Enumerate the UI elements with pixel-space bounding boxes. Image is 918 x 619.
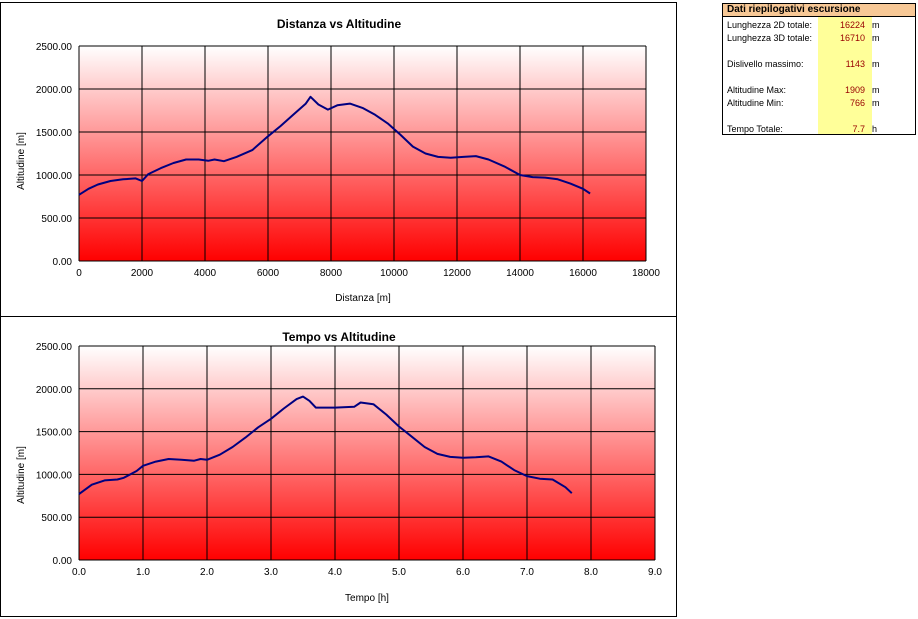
chart-title: Tempo vs Altitudine <box>282 330 396 344</box>
summary-value: 16224 <box>839 20 865 30</box>
y-tick-label: 2000.00 <box>36 385 73 396</box>
summary-table: Dati riepilogativi escursione Lunghezza … <box>722 3 916 135</box>
x-tick-label: 8.0 <box>584 567 598 578</box>
y-tick-label: 0.00 <box>53 556 73 567</box>
x-tick-label: 14000 <box>506 268 534 279</box>
summary-value: 1909 <box>844 85 865 95</box>
summary-unit: m <box>872 20 880 30</box>
chart-distance: Distanza vs Altitudine Distanza [m] Alti… <box>16 17 660 304</box>
x-tick-label: 0.0 <box>72 567 86 578</box>
y-axis-label: Altitudine [m] <box>16 446 27 504</box>
summary-row-altitude-min: Altitudine Min: 766 m <box>723 97 915 110</box>
x-tick-label: 3.0 <box>264 567 278 578</box>
chart-distance-frame: Distanza vs Altitudine Distanza [m] Alti… <box>0 2 677 317</box>
x-tick-label: 4000 <box>194 268 217 279</box>
y-tick-label: 1500.00 <box>36 128 73 139</box>
chart-time-frame: Tempo vs Altitudine Tempo [h] Altitudine… <box>0 316 677 617</box>
summary-label: Lunghezza 3D totale: <box>727 33 813 43</box>
summary-row-elevation-gain: Dislivello massimo: 1143 m <box>723 58 915 71</box>
summary-value: 16710 <box>839 33 865 43</box>
x-tick-label: 18000 <box>632 268 660 279</box>
x-tick-label: 12000 <box>443 268 471 279</box>
x-axis-label: Tempo [h] <box>345 593 389 604</box>
x-tick-label: 6000 <box>257 268 280 279</box>
y-tick-label: 500.00 <box>41 214 72 225</box>
summary-unit: m <box>872 33 880 43</box>
series-line <box>78 95 591 196</box>
x-tick-label: 2.0 <box>200 567 214 578</box>
x-tick-label: 4.0 <box>328 567 342 578</box>
y-tick-label: 0.00 <box>53 257 73 268</box>
y-axis-label: Altitudine [m] <box>16 132 27 190</box>
x-tick-label: 7.0 <box>520 567 534 578</box>
summary-row-length-3d: Lunghezza 3D totale: 16710 m <box>723 32 915 45</box>
x-tick-label: 0 <box>76 268 82 279</box>
y-tick-label: 2500.00 <box>36 342 73 353</box>
x-axis-label: Distanza [m] <box>335 293 391 304</box>
x-tick-label: 16000 <box>569 268 597 279</box>
summary-label: Tempo Totale: <box>727 124 783 134</box>
summary-label: Altitudine Min: <box>727 98 784 108</box>
y-tick-label: 2000.00 <box>36 85 73 96</box>
summary-value: 766 <box>849 98 865 108</box>
x-tick-label: 10000 <box>380 268 408 279</box>
summary-label: Altitudine Max: <box>727 85 787 95</box>
summary-unit: m <box>872 85 880 95</box>
x-tick-label: 1.0 <box>136 567 150 578</box>
plot-area <box>79 346 655 560</box>
summary-title: Dati riepilogativi escursione <box>723 4 915 17</box>
y-tick-label: 1000.00 <box>36 171 73 182</box>
summary-row-altitude-max: Altitudine Max: 1909 m <box>723 84 915 97</box>
y-tick-label: 1500.00 <box>36 428 73 439</box>
x-tick-label: 9.0 <box>648 567 662 578</box>
summary-value: 7.7 <box>852 124 865 134</box>
plot-area <box>79 46 646 261</box>
x-tick-label: 8000 <box>320 268 343 279</box>
summary-unit: h <box>872 124 878 134</box>
summary-unit: m <box>872 98 880 108</box>
summary-unit: m <box>872 59 880 69</box>
summary-label: Lunghezza 2D totale: <box>727 20 813 30</box>
y-tick-label: 2500.00 <box>36 42 73 53</box>
series-line <box>78 395 573 495</box>
chart-time: Tempo vs Altitudine Tempo [h] Altitudine… <box>16 330 662 604</box>
x-tick-label: 6.0 <box>456 567 470 578</box>
summary-value-column <box>818 17 872 134</box>
y-tick-label: 500.00 <box>41 513 72 524</box>
y-tick-label: 1000.00 <box>36 470 73 481</box>
summary-row-total-time: Tempo Totale: 7.7 h <box>723 123 915 136</box>
x-tick-label: 5.0 <box>392 567 406 578</box>
summary-label: Dislivello massimo: <box>727 59 804 69</box>
chart-title: Distanza vs Altitudine <box>277 17 402 31</box>
x-tick-label: 2000 <box>131 268 154 279</box>
summary-row-length-2d: Lunghezza 2D totale: 16224 m <box>723 19 915 32</box>
summary-value: 1143 <box>845 59 865 69</box>
